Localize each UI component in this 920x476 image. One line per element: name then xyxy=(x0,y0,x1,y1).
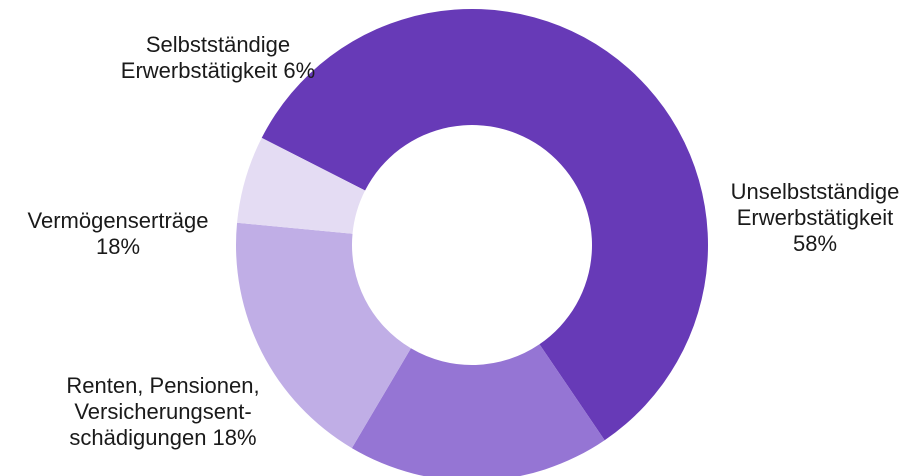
donut-slices xyxy=(235,8,709,476)
slice-label-line: Selbstständige xyxy=(146,32,290,57)
slice-label-line: schädigungen 18% xyxy=(69,425,256,450)
slice-label-line: Unselbstständige xyxy=(731,179,900,204)
slice-label-line: Vermögenserträge xyxy=(28,208,209,233)
slice-2 xyxy=(351,344,605,476)
slice-label-line: Versicherungsent- xyxy=(74,399,251,424)
slice-4 xyxy=(237,137,366,234)
slice-label-1: Unselbstständige Erwerbstätigkeit 58% xyxy=(731,179,900,256)
slice-3 xyxy=(235,222,411,449)
slice-label-line: 58% xyxy=(793,231,837,256)
slice-label-line: 18% xyxy=(96,234,140,259)
slice-1 xyxy=(261,8,709,441)
slice-label-line: Erwerbstätigkeit 6% xyxy=(121,58,315,83)
slice-labels: Unselbstständige Erwerbstätigkeit 58% Rente… xyxy=(28,32,900,450)
slice-label-3: Vermögenserträge 18% xyxy=(28,208,209,259)
slice-label-4: Selbstständige Erwerbstätigkeit 6% xyxy=(121,32,315,83)
slice-label-2: Renten, Pensionen, Versicherungsent-schäd… xyxy=(66,373,259,450)
slice-label-line: Renten, Pensionen, xyxy=(66,373,259,398)
slice-label-line: Erwerbstätigkeit xyxy=(737,205,894,230)
